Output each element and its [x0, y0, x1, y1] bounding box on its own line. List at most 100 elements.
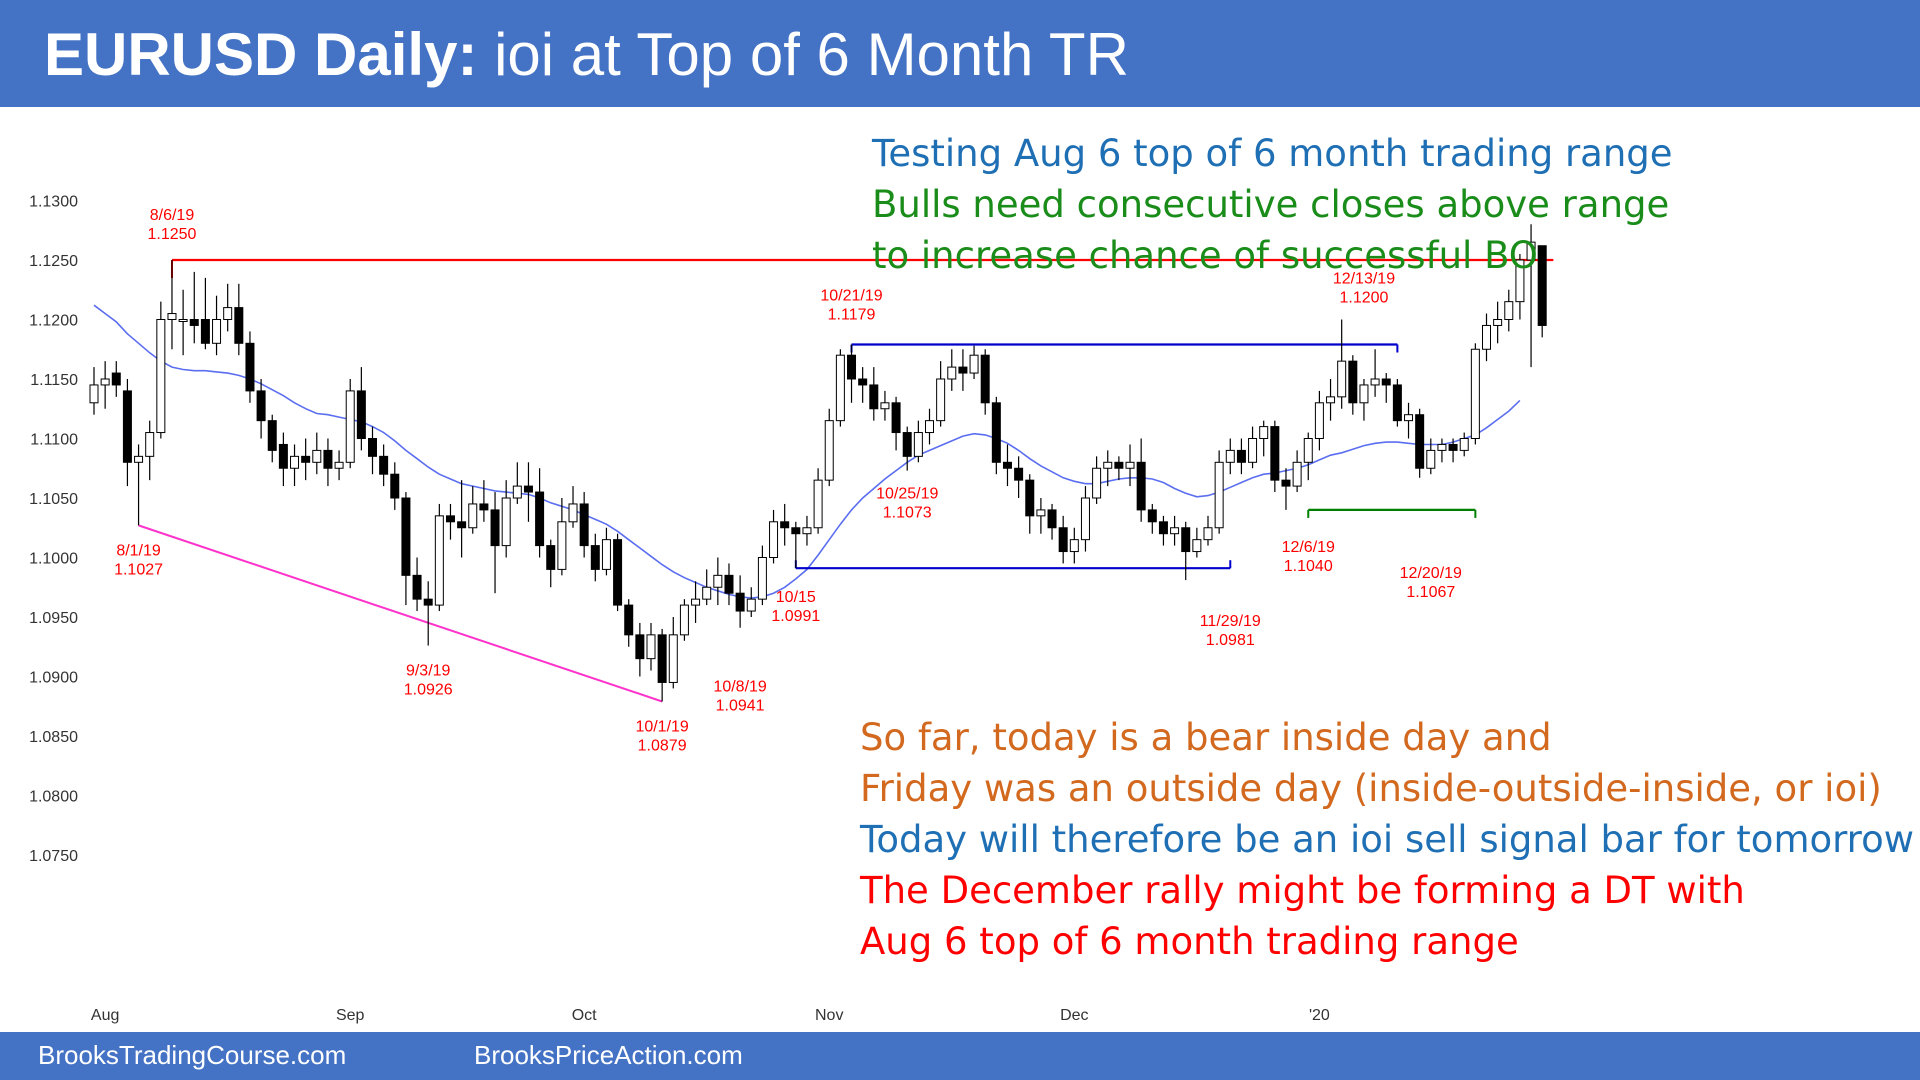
annotation-date: 12/20/19 — [1400, 565, 1462, 582]
candle-bull — [1515, 259, 1525, 303]
y-tick-label: 1.1150 — [30, 372, 78, 389]
candle-bear — [869, 384, 879, 410]
candle-bear — [535, 491, 545, 547]
candle-bull — [1326, 396, 1336, 404]
annotation-date: 8/6/19 — [150, 207, 195, 224]
candle-bear — [412, 574, 422, 600]
candle-bull — [1036, 509, 1046, 517]
candle-bear — [368, 438, 377, 457]
candle-bear — [1381, 378, 1391, 386]
title-subtitle: ioi at Top of 6 Month TR — [494, 21, 1129, 88]
candle-bear — [1114, 461, 1124, 469]
note-ioi-sell-signal: Today will therefore be an ioi sell sign… — [860, 818, 1914, 861]
candle-bear — [445, 515, 455, 523]
candle-bear — [189, 319, 199, 326]
annotation-date: 9/3/19 — [406, 663, 451, 680]
candle-bull — [1359, 384, 1369, 404]
candle-bear — [724, 574, 734, 594]
y-tick-label: 1.0900 — [29, 670, 78, 687]
candle-bear — [379, 455, 389, 475]
annotation-price: 1.0991 — [771, 608, 820, 625]
annotation-price: 1.1040 — [1284, 558, 1333, 575]
candle-bear — [323, 449, 333, 469]
candle-bull — [913, 432, 923, 457]
candle-bear — [111, 372, 121, 386]
candle-bull — [568, 503, 578, 523]
candle-bear — [1348, 360, 1358, 404]
y-tick-label: 1.1000 — [29, 551, 78, 568]
candle-bear — [613, 539, 623, 606]
annotation-date: 11/29/19 — [1200, 613, 1261, 630]
candle-bull — [691, 598, 701, 606]
candle-bear — [1537, 245, 1547, 326]
candle-bull — [1337, 360, 1347, 398]
candle-bull — [1203, 527, 1213, 541]
candle-bull — [290, 455, 300, 469]
annotation-price: 1.1027 — [114, 561, 163, 578]
wedge-trend-line — [138, 524, 663, 703]
annotation-date: 8/1/19 — [116, 542, 161, 559]
candle-bear — [791, 527, 801, 535]
candle-bear — [256, 390, 266, 422]
candle-bull — [178, 319, 188, 322]
annotation-date: 12/6/19 — [1282, 539, 1335, 556]
candle-bull — [1080, 497, 1090, 541]
candle-bull — [1437, 443, 1447, 451]
annotation-date: 10/8/19 — [713, 679, 766, 696]
candle-bull — [1493, 319, 1503, 326]
annotation-price: 1.1179 — [828, 306, 876, 323]
candle-bull — [702, 586, 712, 600]
candle-bear — [1392, 384, 1402, 422]
candle-bull — [1214, 461, 1224, 529]
x-tick-label: Aug — [91, 1007, 119, 1024]
candle-bear — [858, 378, 868, 386]
candle-bull — [1292, 461, 1302, 487]
note-bulls-need-closes: Bulls need consecutive closes above rang… — [872, 183, 1670, 226]
footer-link-brooks-price-action[interactable]: BrooksPriceAction.com — [474, 1040, 743, 1070]
candle-bull — [1259, 426, 1269, 440]
candle-bear — [902, 432, 912, 457]
candle-bull — [1092, 467, 1102, 499]
annotation-date: 10/21/19 — [820, 287, 882, 304]
candle-bull — [1225, 449, 1235, 463]
candle-bear — [1281, 479, 1291, 487]
candle-bull — [880, 402, 890, 410]
footer-link-brooks-trading-course[interactable]: BrooksTradingCourse.com — [38, 1040, 347, 1070]
candle-bear — [234, 307, 244, 344]
note-friday-outside-day: Friday was an outside day (inside-outsid… — [860, 767, 1882, 810]
note-december-rally-dt: The December rally might be forming a DT… — [860, 869, 1745, 912]
candle-bull — [1426, 449, 1436, 469]
candle-bear — [200, 319, 210, 344]
moving-average-line — [93, 304, 1521, 599]
candle-bull — [156, 319, 166, 434]
candle-bull — [312, 449, 322, 463]
annotation-price: 1.1073 — [883, 505, 932, 522]
candle-bull — [100, 378, 110, 386]
annotation-date: 12/13/19 — [1333, 271, 1395, 288]
annotation-date: 10/1/19 — [635, 718, 688, 735]
candle-bull — [1314, 402, 1324, 439]
x-tick-label: Nov — [815, 1007, 843, 1024]
candle-bull — [769, 521, 779, 558]
note-bear-inside-day: So far, today is a bear inside day and — [860, 716, 1552, 759]
candle-bull — [947, 366, 957, 380]
y-tick-label: 1.1250 — [29, 253, 78, 270]
candle-bear — [301, 455, 311, 463]
candle-bear — [780, 521, 790, 529]
candle-bear — [735, 592, 745, 612]
candle-bull — [1248, 438, 1258, 463]
candle-bear — [1415, 414, 1425, 469]
title-banner — [0, 0, 1920, 107]
candle-bull — [601, 539, 611, 570]
candle-bull — [1303, 438, 1313, 463]
annotation-price: 1.1067 — [1406, 584, 1455, 601]
candle-bull — [1470, 348, 1480, 439]
candle-bull — [1125, 461, 1135, 469]
candle-bull — [746, 598, 756, 612]
candle-bull — [89, 384, 99, 404]
candle-bear — [1058, 527, 1068, 553]
candle-bull — [813, 479, 823, 529]
candle-bull — [167, 313, 177, 320]
candle-bear — [1158, 521, 1168, 535]
candle-bull — [679, 604, 689, 636]
